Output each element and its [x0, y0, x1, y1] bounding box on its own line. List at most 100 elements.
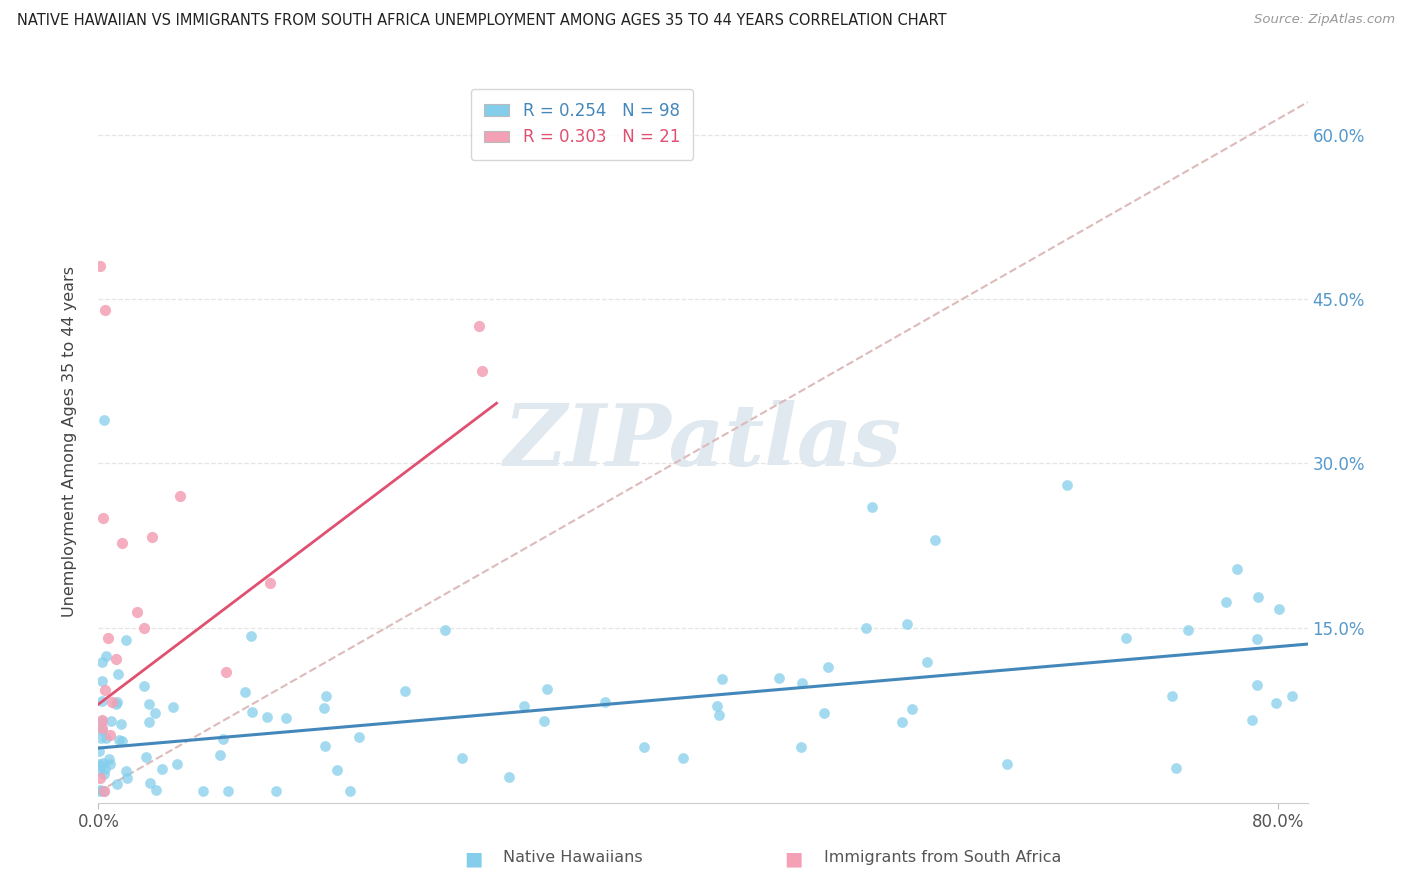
Point [1161, 689, 1184, 703]
Point [90, 759, 112, 773]
Point [162, 699, 184, 714]
Point [108, 733, 131, 747]
Point [94, 731, 117, 746]
Point [924, 533, 946, 547]
Point [1246, 591, 1268, 605]
Point [87, 756, 110, 771]
Text: Immigrants from South Africa: Immigrants from South Africa [824, 850, 1062, 864]
Point [256, 709, 278, 723]
Point [239, 629, 262, 643]
Point [896, 617, 918, 632]
Point [1268, 601, 1291, 615]
Point [208, 747, 231, 762]
Point [166, 757, 188, 772]
Point [97, 752, 120, 766]
Point [135, 749, 157, 764]
Point [107, 666, 129, 681]
Point [633, 740, 655, 755]
Point [91, 723, 114, 737]
Point [212, 732, 235, 747]
Point [98, 728, 121, 742]
Text: NATIVE HAWAIIAN VS IMMIGRANTS FROM SOUTH AFRICA UNEMPLOYMENT AMONG AGES 35 TO 44: NATIVE HAWAIIAN VS IMMIGRANTS FROM SOUTH… [17, 13, 946, 29]
Point [127, 605, 149, 619]
Point [89, 260, 111, 274]
Point [104, 651, 127, 665]
Point [1177, 624, 1199, 638]
Point [100, 714, 122, 728]
Point [264, 784, 287, 798]
Point [259, 575, 281, 590]
Y-axis label: Unemployment Among Ages 35 to 44 years: Unemployment Among Ages 35 to 44 years [62, 266, 77, 617]
Point [90, 674, 112, 689]
Point [533, 714, 555, 728]
Point [94, 303, 117, 318]
Point [141, 530, 163, 544]
Point [706, 698, 728, 713]
Text: Native Hawaiians: Native Hawaiians [503, 850, 643, 864]
Point [339, 784, 361, 798]
Point [94, 762, 117, 776]
Point [468, 318, 491, 333]
Point [169, 489, 191, 503]
Point [89, 771, 111, 785]
Point [93, 756, 115, 771]
Point [115, 771, 138, 785]
Point [87, 764, 110, 778]
Point [89, 784, 111, 798]
Point [498, 771, 520, 785]
Point [1056, 478, 1078, 492]
Point [138, 715, 160, 730]
Point [111, 536, 134, 550]
Point [91, 721, 114, 735]
Point [394, 684, 416, 698]
Point [97, 631, 120, 645]
Point [315, 690, 337, 704]
Point [105, 777, 128, 791]
Point [93, 784, 115, 798]
Point [98, 756, 121, 771]
Point [314, 739, 336, 753]
Point [143, 706, 166, 720]
Point [91, 714, 114, 728]
Point [711, 673, 734, 687]
Point [90, 731, 112, 745]
Point [105, 698, 128, 712]
Point [115, 764, 138, 779]
Point [1166, 761, 1188, 775]
Point [768, 671, 790, 685]
Text: ■: ■ [785, 850, 803, 869]
Point [792, 675, 814, 690]
Point [105, 695, 128, 709]
Point [91, 655, 114, 669]
Point [94, 682, 117, 697]
Point [132, 621, 155, 635]
Point [995, 756, 1018, 771]
Point [1226, 561, 1249, 575]
Point [242, 705, 264, 719]
Point [150, 763, 173, 777]
Text: ■: ■ [464, 850, 482, 869]
Point [1215, 595, 1237, 609]
Point [233, 685, 256, 699]
Point [96, 649, 118, 664]
Point [87, 744, 110, 758]
Point [276, 711, 298, 725]
Point [89, 783, 111, 797]
Point [191, 784, 214, 798]
Point [817, 659, 839, 673]
Point [434, 624, 457, 638]
Point [891, 714, 914, 729]
Point [789, 739, 811, 754]
Point [1281, 690, 1303, 704]
Point [111, 734, 134, 748]
Point [450, 751, 472, 765]
Point [900, 702, 922, 716]
Point [1240, 713, 1263, 727]
Text: ZIPatlas: ZIPatlas [503, 400, 903, 483]
Legend: R = 0.254   N = 98, R = 0.303   N = 21: R = 0.254 N = 98, R = 0.303 N = 21 [471, 88, 693, 160]
Point [672, 751, 695, 765]
Point [326, 763, 349, 777]
Point [91, 713, 114, 727]
Point [1115, 631, 1137, 645]
Point [860, 500, 883, 515]
